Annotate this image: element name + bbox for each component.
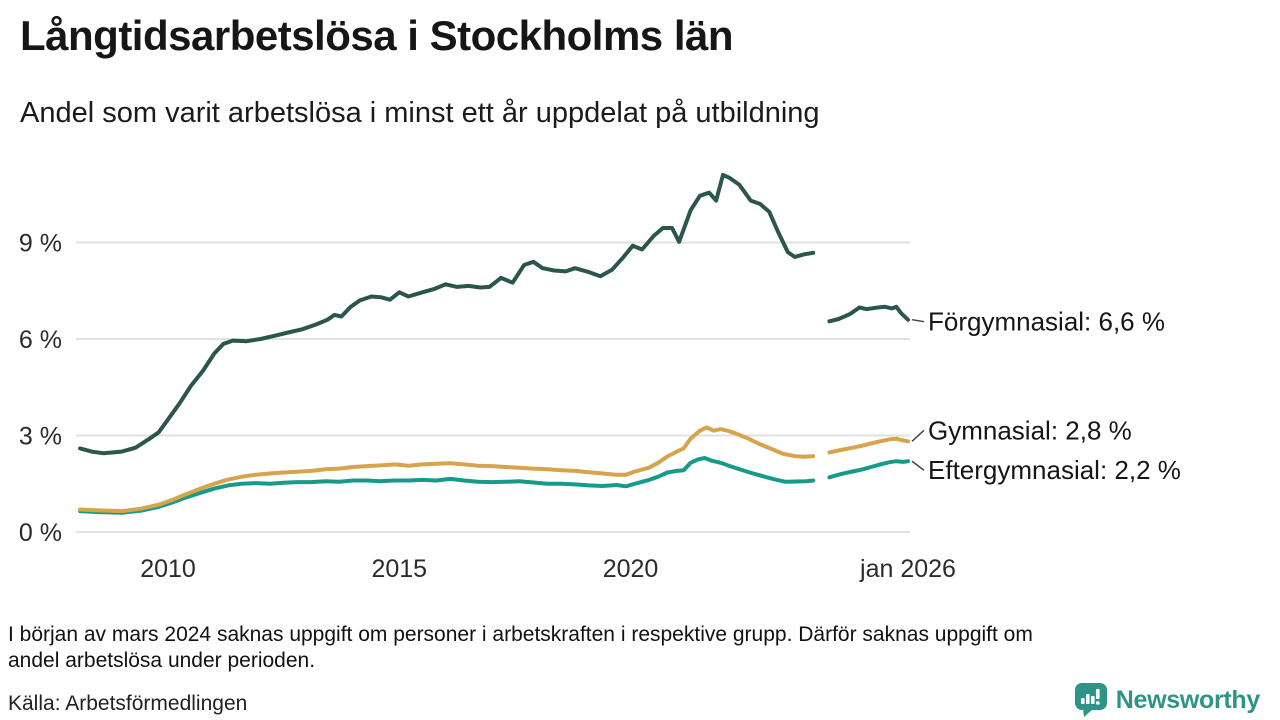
series-label-eftergymnasial: Eftergymnasial: 2,2 % [928, 455, 1181, 485]
y-tick-label: 9 % [19, 229, 62, 257]
y-tick-label: 6 % [19, 326, 62, 354]
footnote-line-1: I början av mars 2024 saknas uppgift om … [8, 623, 1033, 646]
annotation-connector-forgymnasial [911, 318, 925, 323]
source-line: Källa: Arbetsförmedlingen [8, 692, 248, 715]
series-line-forgymnasial [827, 304, 910, 324]
x-tick-label: 2020 [603, 555, 659, 583]
y-tick-label: 0 % [19, 519, 62, 547]
footnote: I början av mars 2024 saknas uppgift om … [8, 622, 1033, 674]
annotation-connector-gymnasial [911, 429, 925, 442]
series-label-gymnasial: Gymnasial: 2,8 % [928, 415, 1132, 445]
series-line-eftergymnasial [78, 456, 816, 515]
series-line-gymnasial [78, 425, 816, 514]
series-label-forgymnasial: Förgymnasial: 6,6 % [928, 307, 1165, 337]
newsworthy-bubble-chart-icon [1074, 683, 1107, 717]
brand-name: Newsworthy [1115, 685, 1261, 714]
series-line-gymnasial [827, 436, 910, 455]
annotation-connector-eftergymnasial [911, 460, 925, 471]
line-chart: 0 % 3 % 6 % 9 % 2010 2015 2020 jan 2026 Förgymna… [19, 172, 1181, 583]
footnote-line-2: andel arbetslösa under perioden. [8, 649, 316, 672]
x-tick-label: 2010 [140, 555, 196, 583]
y-tick-label: 3 % [19, 422, 62, 450]
x-tick-label: 2015 [371, 555, 427, 583]
page-title: Långtidsarbetslösa i Stockholms län [20, 12, 734, 59]
series-line-eftergymnasial [827, 459, 910, 480]
x-tick-label: jan 2026 [859, 555, 956, 583]
brand-logo: Newsworthy [1074, 682, 1260, 718]
series-line-forgymnasial [78, 172, 816, 456]
page-subtitle: Andel som varit arbetslösa i minst ett å… [20, 97, 820, 129]
